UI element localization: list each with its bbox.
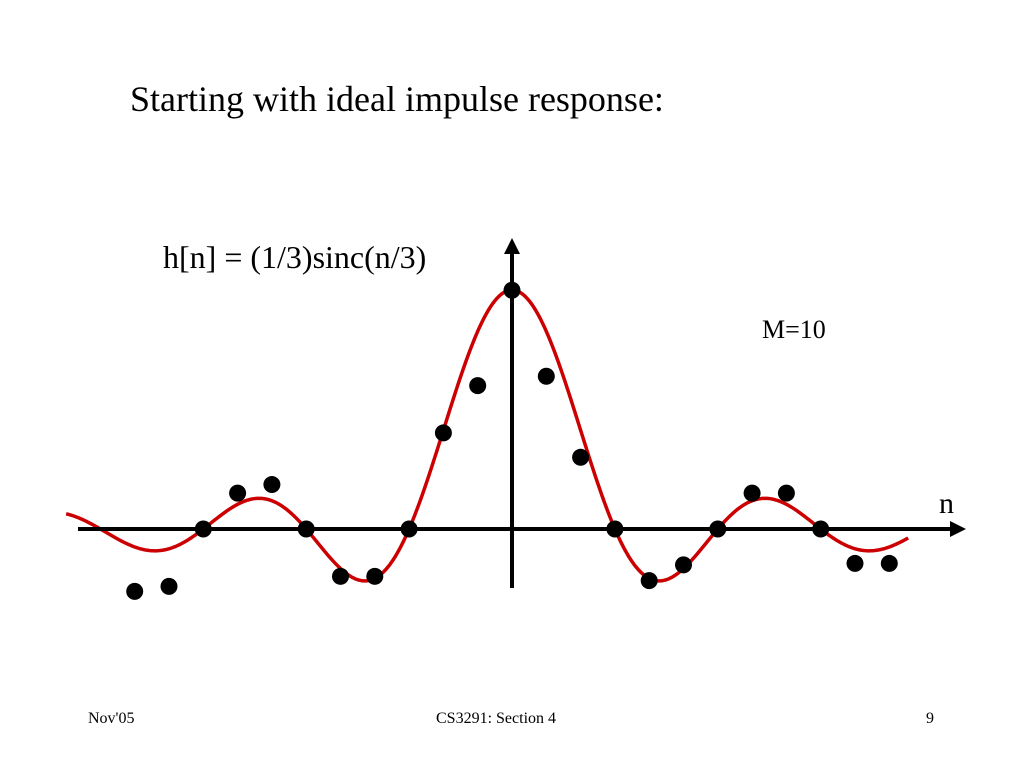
footer-page-number: 9	[926, 710, 934, 727]
sample-point	[194, 520, 212, 538]
sample-point	[469, 377, 487, 395]
sample-point	[332, 567, 349, 585]
sample-point	[160, 577, 178, 595]
slide-title: Starting with ideal impulse response:	[130, 79, 664, 119]
sample-point	[400, 520, 418, 538]
sample-point	[640, 572, 658, 590]
sample-point	[297, 520, 315, 538]
sample-point	[537, 367, 555, 385]
sample-point	[675, 556, 692, 574]
m-label: M=10	[762, 315, 826, 344]
sample-point	[846, 554, 864, 572]
sample-point	[812, 520, 830, 538]
sample-point	[126, 582, 144, 600]
sample-point	[263, 476, 281, 494]
sample-point	[709, 520, 727, 538]
sample-point	[572, 448, 590, 466]
footer-course: CS3291: Section 4	[436, 710, 557, 727]
sample-point	[743, 484, 761, 502]
equation-label: h[n] = (1/3)sinc(n/3)	[163, 239, 426, 275]
sample-point	[229, 484, 247, 502]
points-layer	[126, 281, 898, 600]
sample-point	[606, 520, 624, 538]
footer-date: Nov'05	[88, 710, 135, 727]
sample-point	[366, 567, 384, 585]
sample-point	[777, 484, 795, 502]
axes-layer	[78, 238, 966, 588]
y-axis-arrowhead	[504, 238, 520, 254]
sample-point	[880, 554, 898, 572]
sample-point	[434, 424, 452, 442]
x-axis-label: n	[939, 487, 954, 520]
x-axis-arrowhead	[950, 521, 966, 537]
sample-point	[503, 281, 521, 299]
